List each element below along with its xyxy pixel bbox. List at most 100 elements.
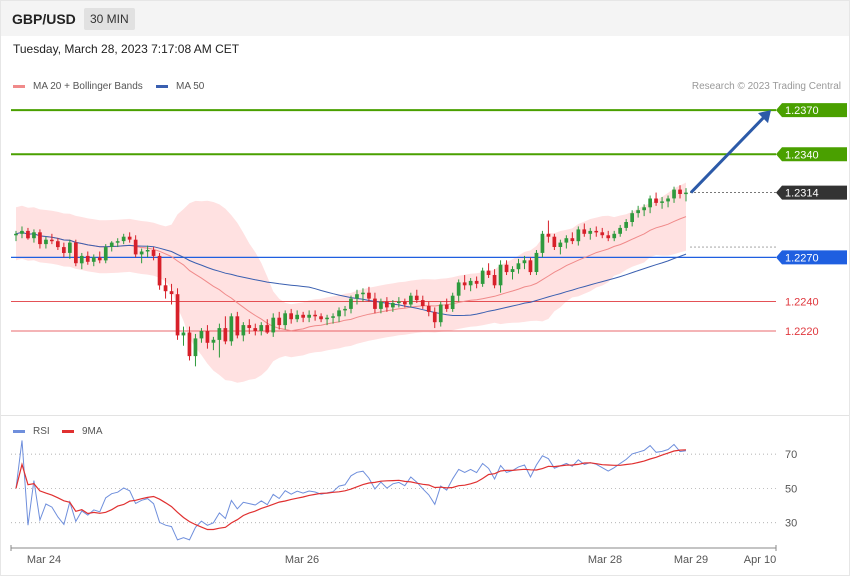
candle-body bbox=[205, 331, 210, 343]
timeframe-badge[interactable]: 30 MIN bbox=[84, 8, 135, 30]
candle-body bbox=[522, 260, 527, 264]
candle-body bbox=[636, 210, 640, 214]
level-tag bbox=[776, 147, 847, 162]
chart-header: GBP/USD 30 MIN bbox=[1, 1, 849, 36]
candle-body bbox=[492, 275, 497, 286]
bollinger-band-fill bbox=[16, 182, 686, 383]
time-axis-label: Mar 26 bbox=[285, 554, 319, 566]
candle-body bbox=[468, 280, 473, 286]
candle-body bbox=[97, 257, 102, 261]
level-label: 1.2220 bbox=[785, 326, 819, 338]
level-label: 1.2270 bbox=[785, 252, 819, 264]
rsi-label: RSI bbox=[33, 426, 50, 437]
candle-body bbox=[56, 241, 60, 248]
level-tag bbox=[776, 185, 847, 200]
rsi-line bbox=[15, 440, 687, 541]
candle-body bbox=[14, 233, 18, 236]
candle-body bbox=[277, 317, 282, 326]
candle-body bbox=[289, 313, 293, 320]
candle-body bbox=[355, 294, 359, 299]
candle-body bbox=[576, 229, 581, 242]
candle-body bbox=[301, 314, 305, 318]
candle-body bbox=[558, 242, 563, 247]
candle-body bbox=[109, 242, 114, 247]
candle-body bbox=[630, 213, 634, 222]
candle-body bbox=[349, 298, 353, 309]
candle-body bbox=[480, 270, 485, 284]
candle-body bbox=[139, 251, 144, 255]
candle-body bbox=[361, 292, 365, 295]
candle-body bbox=[420, 300, 425, 306]
candle-body bbox=[397, 301, 401, 303]
level-label: 1.2314 bbox=[785, 188, 819, 200]
time-axis-label: Mar 29 bbox=[674, 554, 708, 566]
candle-body bbox=[235, 316, 240, 336]
candle-body bbox=[259, 325, 264, 331]
candle-body bbox=[624, 222, 628, 228]
candle-body bbox=[504, 264, 509, 273]
candle-body bbox=[534, 252, 539, 272]
candle-body bbox=[79, 255, 84, 264]
candle-body bbox=[474, 280, 479, 284]
candle-body bbox=[187, 332, 192, 357]
level-tag bbox=[776, 250, 847, 265]
candle-body bbox=[127, 236, 132, 240]
candle-body bbox=[582, 229, 587, 234]
candle-body bbox=[450, 295, 455, 309]
ma20-swatch bbox=[13, 85, 25, 88]
candle-body bbox=[20, 230, 24, 234]
candle-body bbox=[32, 232, 36, 239]
candle-body bbox=[654, 198, 658, 203]
panel-divider bbox=[1, 415, 849, 416]
candle-body bbox=[115, 241, 120, 243]
level-label: 1.2370 bbox=[785, 105, 819, 117]
candle-body bbox=[265, 325, 270, 333]
level-tag bbox=[776, 103, 847, 118]
candle-body bbox=[403, 301, 407, 305]
candle-body bbox=[271, 317, 276, 333]
level-label: 1.2340 bbox=[785, 149, 819, 161]
candle-body bbox=[426, 306, 431, 312]
candle-body bbox=[438, 304, 443, 323]
ma9-label: 9MA bbox=[82, 426, 103, 437]
symbol-title: GBP/USD bbox=[12, 11, 76, 27]
candle-body bbox=[217, 328, 222, 340]
candle-body bbox=[456, 282, 461, 296]
candle-body bbox=[648, 198, 652, 208]
candle-body bbox=[247, 325, 252, 328]
candle-body bbox=[379, 301, 383, 309]
candle-body bbox=[600, 232, 605, 236]
ma50-swatch bbox=[156, 85, 168, 88]
candle-body bbox=[588, 230, 593, 234]
candle-body bbox=[540, 233, 545, 253]
candle-body bbox=[319, 316, 323, 320]
rsi-tick-label: 50 bbox=[785, 483, 797, 495]
candle-body bbox=[62, 247, 66, 253]
projection-arrowhead bbox=[758, 110, 771, 124]
candle-body bbox=[229, 316, 234, 342]
candle-body bbox=[684, 192, 688, 195]
candle-body bbox=[564, 238, 569, 243]
candle-body bbox=[343, 308, 347, 311]
rsi-tick-label: 30 bbox=[785, 518, 797, 530]
candle-body bbox=[44, 239, 48, 245]
legend-ma20: MA 20 + Bollinger Bands bbox=[13, 81, 143, 92]
candle-body bbox=[121, 236, 126, 242]
credit-text: Research © 2023 Trading Central bbox=[691, 81, 841, 92]
ma50-label: MA 50 bbox=[176, 81, 205, 92]
candle-body bbox=[50, 239, 54, 242]
candle-body bbox=[283, 313, 287, 326]
candle-body bbox=[486, 270, 491, 275]
candle-body bbox=[498, 264, 503, 286]
time-axis-label: Mar 24 bbox=[27, 554, 61, 566]
ma9-swatch bbox=[62, 430, 74, 433]
rsi-ma-line bbox=[15, 449, 687, 531]
candle-body bbox=[331, 316, 335, 318]
candle-body bbox=[660, 201, 664, 203]
candle-body bbox=[211, 339, 216, 343]
candle-body bbox=[672, 189, 676, 199]
candle-body bbox=[546, 233, 551, 237]
candle-body bbox=[606, 235, 611, 239]
ma20-label: MA 20 + Bollinger Bands bbox=[33, 81, 143, 92]
